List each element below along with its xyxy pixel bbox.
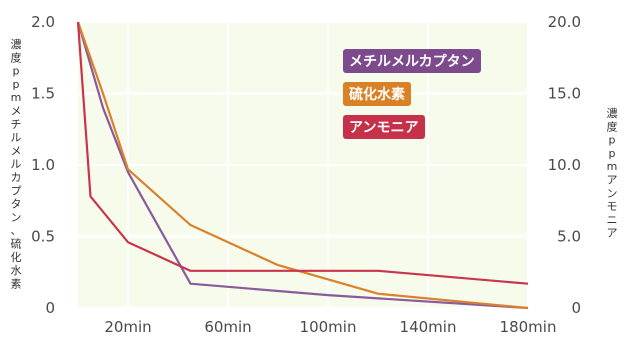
axis-title-glyph: ル	[11, 131, 22, 144]
left-y-tick-label: 2.0	[31, 13, 55, 31]
axis-title-glyph: p	[609, 134, 616, 147]
right-y-tick-label: 10.0	[548, 156, 581, 174]
axis-title-glyph: 、	[11, 224, 22, 237]
left-y-tick-labels: 0 0.5 1.0 1.5 2.0	[31, 13, 55, 317]
left-y-tick-label: 1.0	[31, 156, 55, 174]
right-y-tick-label: 15.0	[548, 85, 581, 103]
axis-title-glyph: 度	[607, 119, 618, 133]
legend-label: アンモニア	[349, 120, 418, 136]
axis-title-glyph: p	[609, 147, 616, 160]
axis-title-glyph: p	[13, 65, 20, 78]
axis-title-glyph: メ	[11, 144, 22, 157]
axis-title-glyph: 濃	[607, 106, 618, 120]
axis-title-glyph: 素	[11, 277, 22, 290]
x-tick-label: 140min	[400, 318, 457, 336]
legend-label: メチルメルカプタン	[349, 54, 475, 70]
axis-title-glyph: チ	[11, 118, 22, 131]
legend-box	[343, 115, 425, 139]
series-line	[76, 21, 529, 285]
axis-title-glyph: タ	[11, 198, 22, 211]
axis-title-glyph: ン	[11, 211, 22, 224]
axis-title-glyph: ニ	[607, 213, 618, 226]
right-axis-title: 濃度 p p m アンモニア	[607, 106, 618, 240]
axis-title-glyph: プ	[11, 184, 22, 197]
axis-title-glyph: 硫	[11, 237, 22, 251]
axis-title-glyph: ア	[607, 174, 618, 187]
x-tick-labels: 20min 60min 100min 140min 180min	[104, 318, 556, 336]
axis-title-glyph: p	[13, 78, 20, 91]
left-y-tick-label: 0	[45, 299, 55, 317]
right-y-tick-label: 5.0	[557, 228, 581, 246]
series-line	[76, 21, 529, 310]
x-tick-label: 100min	[300, 318, 357, 336]
axis-title-glyph: 水	[11, 264, 22, 277]
x-tick-label: 180min	[500, 318, 557, 336]
series-line	[76, 21, 529, 310]
axis-title-glyph: ン	[607, 187, 618, 200]
axis-title-glyph: モ	[607, 200, 618, 213]
left-y-tick-label: 1.5	[31, 85, 55, 103]
legend-label: 硫化水素	[349, 86, 405, 103]
left-axis-title: 濃度 p p m メチルメルカプタン、硫化水素	[11, 37, 22, 290]
series-lines	[76, 21, 529, 310]
right-y-tick-labels: 0 5.0 10.0 15.0 20.0	[548, 13, 581, 317]
left-y-tick-label: 0.5	[31, 228, 55, 246]
axis-title-glyph: m	[607, 160, 618, 173]
axis-title-glyph: 化	[11, 250, 22, 264]
axis-title-glyph: m	[11, 91, 22, 104]
x-tick-label: 60min	[204, 318, 251, 336]
axis-title-glyph: 濃	[11, 37, 22, 51]
right-y-tick-label: 0	[571, 299, 581, 317]
axis-title-glyph: ア	[607, 227, 618, 240]
right-y-tick-label: 20.0	[548, 13, 581, 31]
axis-title-glyph: メ	[11, 105, 22, 118]
axis-title-glyph: 度	[11, 50, 22, 64]
x-tick-label: 20min	[104, 318, 151, 336]
legend-box	[343, 82, 411, 106]
axis-title-glyph: カ	[11, 171, 22, 184]
legend-box	[343, 49, 481, 73]
axis-title-glyph: ル	[11, 158, 22, 171]
